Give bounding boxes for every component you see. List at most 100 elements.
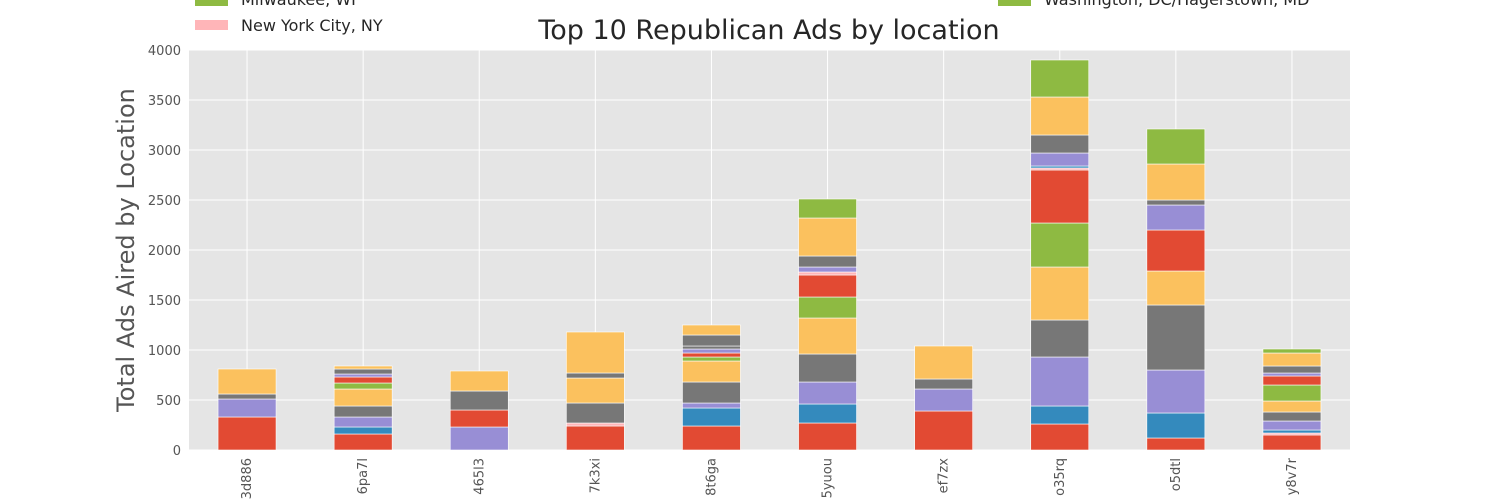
bar-segment [333,365,393,370]
bar-stack [449,370,509,451]
y-tick-label: 0 [173,444,181,459]
bar-segment [333,382,393,390]
x-tick-label: 7k3xi [588,458,603,493]
bar-segment [1030,169,1090,224]
bar-segment [1146,199,1206,206]
x-tick-label: o5dtl [1169,458,1184,491]
bar-segment [1146,163,1206,201]
legend-label-new-york-city: New York City, NY [241,16,383,35]
bar-segment [449,409,509,428]
bar-segment [798,217,857,257]
bar-segment [1030,356,1090,407]
bar-segment [798,353,857,383]
bar-segment [798,381,857,405]
bar-segment [798,255,857,268]
bar-segment [1030,165,1090,169]
bar-segment [798,422,857,451]
chart-title: Top 10 Republican Ads by location [537,15,999,46]
bar-segment [1262,372,1322,377]
x-tick-label: ef7zx [937,458,952,494]
bar-segment [798,403,857,424]
bar-stack [798,198,857,451]
bar-segment [1262,429,1322,434]
bars [217,59,1322,451]
y-tick-label: 1000 [148,344,181,359]
bar-segment [1030,222,1090,268]
y-tick-labels: 0 500 1000 1500 2000 2500 3000 3500 4000 [148,44,181,459]
bar-segment [1146,204,1206,231]
bar-segment [798,266,857,273]
bar-segment [1146,412,1206,439]
bar-segment [914,388,973,412]
bar-segment [914,410,973,451]
bar-segment [1030,59,1090,98]
bar-segment [449,370,509,392]
y-tick-label: 3500 [148,94,181,109]
legend-label-washington-dc: Washington, DC/Hagerstown, MD [1044,0,1309,9]
bar-segment [914,378,973,390]
bar-segment [333,373,393,378]
bar-segment [566,377,625,404]
bar-segment [682,360,741,383]
bar-segment [449,426,509,451]
bar-stack [1146,128,1206,451]
bar-segment [566,331,625,374]
bar-segment [682,345,741,350]
x-tick-label: 6pa7l [356,458,371,494]
bar-segment [1030,167,1090,171]
legend-swatch-washington-dc [998,0,1031,6]
bar-segment [566,425,625,451]
y-tick-label: 2500 [148,194,181,209]
bar-segment [1146,229,1206,272]
bar-segment [1146,128,1206,165]
bar-segment [682,356,741,362]
bar-stack [1030,59,1090,451]
bar-segment [1030,319,1090,358]
bar-segment [1030,423,1090,451]
bar-stack [333,365,393,451]
bar-segment [1262,400,1322,413]
bar-segment [1146,437,1206,451]
bar-segment [1030,96,1090,136]
bar-segment [798,296,857,319]
bar-segment [1030,134,1090,154]
bar-segment [1262,411,1322,422]
bar-segment [682,324,741,336]
bar-segment [449,390,509,411]
bar-segment [1262,348,1322,354]
x-tick-label: 465l3 [472,458,487,495]
bar-segment [1146,270,1206,306]
bar-segment [682,402,741,409]
bar-stack [1262,348,1322,451]
bar-segment [798,274,857,298]
bar-segment [682,381,741,404]
bar-segment [333,433,393,451]
bar-segment [333,405,393,418]
bar-segment [682,407,741,427]
y-tick-label: 1500 [148,294,181,309]
bar-segment [1262,352,1322,367]
bar-segment [333,376,393,384]
bar-segment [1030,152,1090,167]
legend-swatch-milwaukee [195,0,228,6]
bar-stack [682,324,741,451]
bar-segment [1262,420,1322,431]
y-axis-label: Total Ads Aired by Location [112,88,140,413]
bar-segment [1146,369,1206,414]
x-tick-label: 5yuou [821,458,836,498]
x-tick-label: o35rq [1053,458,1068,496]
bar-segment [1030,266,1090,321]
y-tick-label: 3000 [148,144,181,159]
bar-segment [1030,405,1090,425]
y-tick-label: 500 [156,394,181,409]
bar-segment [333,416,393,428]
bar-stack [566,331,625,451]
bar-segment [217,416,277,451]
bar-stack [217,368,277,451]
bar-segment [566,402,625,424]
bar-segment [333,388,393,407]
bar-segment [1262,365,1322,374]
bar-segment [333,368,393,375]
bar-segment [1146,304,1206,371]
